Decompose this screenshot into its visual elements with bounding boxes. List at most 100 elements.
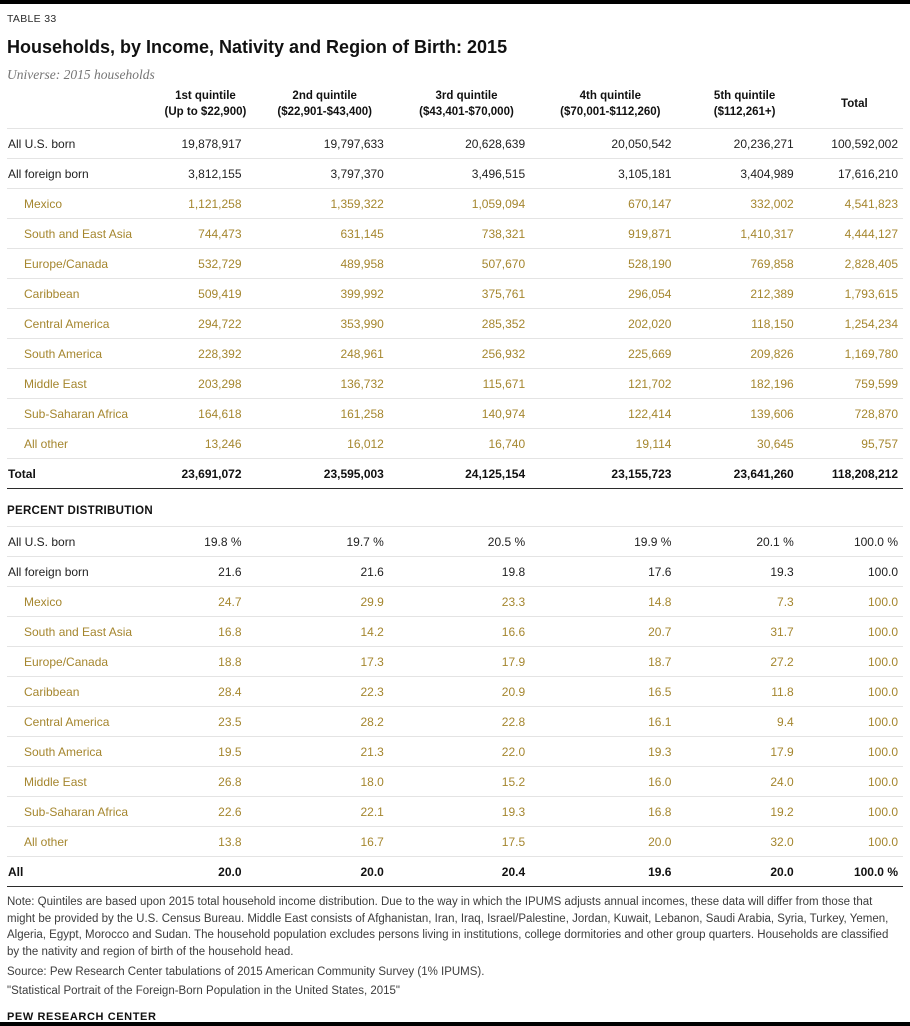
value-cell: 225,669 bbox=[537, 338, 684, 370]
value-cell: 19,797,633 bbox=[253, 128, 396, 160]
value-cell: 744,473 bbox=[157, 218, 254, 250]
table-row-south-and-east-asia: South and East Asia 744,473 631,145 738,321… bbox=[7, 218, 903, 250]
value-cell: 1,254,234 bbox=[805, 308, 903, 340]
table-row-all-foreign-born: All foreign born 21.6 21.6 19.8 17.6 19.3 100.… bbox=[7, 556, 903, 588]
row-label: Middle East bbox=[7, 368, 158, 400]
value-cell: 18.8 bbox=[157, 646, 254, 678]
column-header-row: 1st quintile (Up to $22,900) 2nd quintile… bbox=[7, 87, 903, 130]
table-row-south-america: South America 228,392 248,961 256,932 225,66… bbox=[7, 338, 903, 370]
value-cell: 19.8 % bbox=[157, 527, 254, 558]
value-cell: 353,990 bbox=[253, 308, 396, 340]
value-cell: 19.3 bbox=[537, 736, 684, 768]
pew-research-center-wordmark: PEW RESEARCH CENTER bbox=[7, 1011, 157, 1024]
value-cell: 16.0 bbox=[537, 766, 684, 798]
table-row-middle-east: Middle East 203,298 136,732 115,671 121,702 1… bbox=[7, 368, 903, 400]
value-cell: 32.0 bbox=[683, 826, 806, 858]
value-cell: 22.8 bbox=[395, 706, 538, 738]
value-cell: 19.5 bbox=[157, 736, 254, 768]
value-cell: 24.0 bbox=[683, 766, 806, 798]
value-cell: 29.9 bbox=[253, 586, 396, 618]
value-cell: 20.0 bbox=[537, 826, 684, 858]
value-cell: 3,496,515 bbox=[395, 158, 538, 190]
value-cell: 28.2 bbox=[253, 706, 396, 738]
value-cell: 4,541,823 bbox=[805, 188, 903, 220]
value-cell: 15.2 bbox=[395, 766, 538, 798]
page-content: TABLE 33 Households, by Income, Nativity… bbox=[0, 4, 910, 1023]
value-cell: 13,246 bbox=[157, 428, 254, 460]
percent-distribution-heading: PERCENT DISTRIBUTION bbox=[7, 505, 903, 528]
table-row-sub-saharan-africa: Sub-Saharan Africa 164,618 161,258 140,974 1… bbox=[7, 398, 903, 430]
table-row-europe-canada: Europe/Canada 532,729 489,958 507,670 528,19… bbox=[7, 248, 903, 280]
value-cell: 296,054 bbox=[537, 278, 684, 310]
value-cell: 17,616,210 bbox=[805, 158, 903, 190]
value-cell: 203,298 bbox=[157, 368, 254, 400]
universe-subtitle: Universe: 2015 households bbox=[7, 67, 155, 82]
row-label: Caribbean bbox=[7, 278, 158, 310]
value-cell: 115,671 bbox=[395, 368, 538, 400]
value-cell: 95,757 bbox=[805, 428, 903, 460]
table-title: Households, by Income, Nativity and Regi… bbox=[7, 37, 508, 57]
value-cell: 20.4 bbox=[395, 856, 538, 888]
value-cell: 1,410,317 bbox=[683, 218, 806, 250]
value-cell: 19.6 bbox=[537, 856, 684, 888]
row-label: South America bbox=[7, 736, 158, 768]
value-cell: 28.4 bbox=[157, 676, 254, 708]
value-cell: 100.0 bbox=[805, 796, 903, 828]
value-cell: 20.0 bbox=[253, 856, 396, 888]
value-cell: 121,702 bbox=[537, 368, 684, 400]
value-cell: 631,145 bbox=[253, 218, 396, 250]
value-cell: 670,147 bbox=[537, 188, 684, 220]
column-header: Total bbox=[805, 87, 903, 130]
percent-distribution-table: All U.S. born 19.8 % 19.7 % 20.5 % 19.9 % 20.… bbox=[7, 527, 903, 888]
row-label: Total bbox=[7, 458, 158, 490]
value-cell: 23,691,072 bbox=[157, 458, 254, 490]
value-cell: 16,740 bbox=[395, 428, 538, 460]
table-row-central-america: Central America 294,722 353,990 285,352 202,… bbox=[7, 308, 903, 340]
value-cell: 20,236,271 bbox=[683, 128, 806, 160]
value-cell: 19.2 bbox=[683, 796, 806, 828]
value-cell: 22.6 bbox=[157, 796, 254, 828]
value-cell: 3,797,370 bbox=[253, 158, 396, 190]
value-cell: 16.1 bbox=[537, 706, 684, 738]
value-cell: 14.2 bbox=[253, 616, 396, 648]
value-cell: 256,932 bbox=[395, 338, 538, 370]
value-cell: 22.0 bbox=[395, 736, 538, 768]
value-cell: 919,871 bbox=[537, 218, 684, 250]
value-cell: 248,961 bbox=[253, 338, 396, 370]
value-cell: 332,002 bbox=[683, 188, 806, 220]
corner-cell bbox=[7, 87, 158, 130]
row-label: Central America bbox=[7, 308, 158, 340]
row-label: All other bbox=[7, 826, 158, 858]
value-cell: 19,878,917 bbox=[157, 128, 254, 160]
value-cell: 17.9 bbox=[683, 736, 806, 768]
value-cell: 100.0 bbox=[805, 616, 903, 648]
value-cell: 31.7 bbox=[683, 616, 806, 648]
value-cell: 27.2 bbox=[683, 646, 806, 678]
value-cell: 118,150 bbox=[683, 308, 806, 340]
value-cell: 20,050,542 bbox=[537, 128, 684, 160]
value-cell: 212,389 bbox=[683, 278, 806, 310]
value-cell: 118,208,212 bbox=[805, 458, 903, 490]
table-row-sub-saharan-africa: Sub-Saharan Africa 22.6 22.1 19.3 16.8 19.2 10… bbox=[7, 796, 903, 828]
table-row-caribbean: Caribbean 28.4 22.3 20.9 16.5 11.8 100.0 bbox=[7, 676, 903, 708]
column-header: 4th quintile ($70,001-$112,260) bbox=[537, 87, 684, 130]
value-cell: 21.6 bbox=[157, 556, 254, 588]
value-cell: 20.0 bbox=[157, 856, 254, 888]
value-cell: 759,599 bbox=[805, 368, 903, 400]
row-label: Europe/Canada bbox=[7, 646, 158, 678]
value-cell: 21.6 bbox=[253, 556, 396, 588]
value-cell: 21.3 bbox=[253, 736, 396, 768]
value-cell: 161,258 bbox=[253, 398, 396, 430]
value-cell: 728,870 bbox=[805, 398, 903, 430]
table-number: TABLE 33 bbox=[7, 13, 57, 25]
row-label: All other bbox=[7, 428, 158, 460]
value-cell: 1,359,322 bbox=[253, 188, 396, 220]
value-cell: 19.9 % bbox=[537, 527, 684, 558]
table-row-mexico: Mexico 24.7 29.9 23.3 14.8 7.3 100.0 bbox=[7, 586, 903, 618]
value-cell: 17.9 bbox=[395, 646, 538, 678]
table-row-all-other: All other 13,246 16,012 16,740 19,114 30,645 9… bbox=[7, 428, 903, 460]
value-cell: 100.0 bbox=[805, 586, 903, 618]
value-cell: 285,352 bbox=[395, 308, 538, 340]
value-cell: 100.0 % bbox=[805, 856, 903, 888]
value-cell: 11.8 bbox=[683, 676, 806, 708]
